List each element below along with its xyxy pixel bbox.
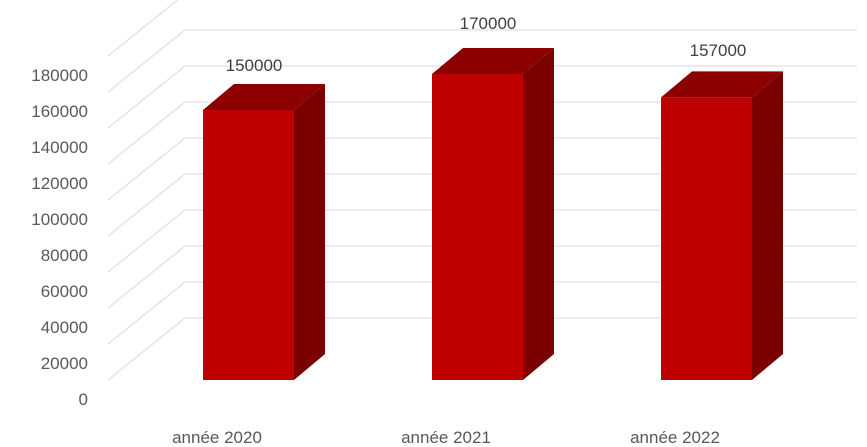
bar-side-face	[294, 84, 325, 380]
gridline	[107, 0, 179, 57]
y-tick-label: 140000	[31, 138, 88, 157]
gridline	[107, 65, 857, 129]
bar-top-face	[432, 48, 554, 74]
y-tick-label: 180000	[31, 66, 88, 85]
bar-top-face	[203, 84, 325, 110]
gridline	[107, 101, 857, 165]
bar-top-face	[661, 71, 783, 98]
x-category-label: année 2020	[172, 428, 262, 447]
gridline	[107, 29, 857, 93]
bars	[203, 48, 783, 381]
gridline	[107, 245, 857, 309]
bar	[203, 84, 325, 380]
y-tick-label: 160000	[31, 102, 88, 121]
y-tick-label: 120000	[31, 174, 88, 193]
data-labels: 150000 170000 157000	[226, 14, 747, 75]
gridline	[107, 209, 857, 273]
gridline	[107, 137, 857, 201]
y-tick-label: 100000	[31, 210, 88, 229]
bar-front-face	[432, 74, 523, 380]
x-category-label: année 2022	[630, 428, 720, 447]
gridline	[107, 317, 857, 381]
data-label: 150000	[226, 56, 283, 75]
y-tick-label: 0	[79, 390, 88, 409]
bar	[432, 48, 554, 380]
gridline	[107, 281, 857, 345]
data-label: 157000	[690, 41, 747, 60]
y-tick-label: 40000	[41, 318, 88, 337]
bar	[661, 71, 783, 381]
y-tick-label: 80000	[41, 246, 88, 265]
gridlines	[107, 0, 857, 381]
bar-side-face	[523, 48, 554, 380]
y-axis-tick-labels: 0 20000 40000 60000 80000 100000 120000 140000 1…	[31, 66, 88, 409]
x-axis-category-labels: année 2020 année 2021 année 2022	[172, 428, 720, 447]
y-tick-label: 20000	[41, 354, 88, 373]
x-category-label: année 2021	[401, 428, 491, 447]
bar-side-face	[752, 71, 783, 381]
gridline	[107, 173, 857, 237]
data-label: 170000	[460, 14, 517, 33]
bar-front-face	[661, 97, 752, 381]
bar-front-face	[203, 110, 294, 380]
y-tick-label: 60000	[41, 282, 88, 301]
